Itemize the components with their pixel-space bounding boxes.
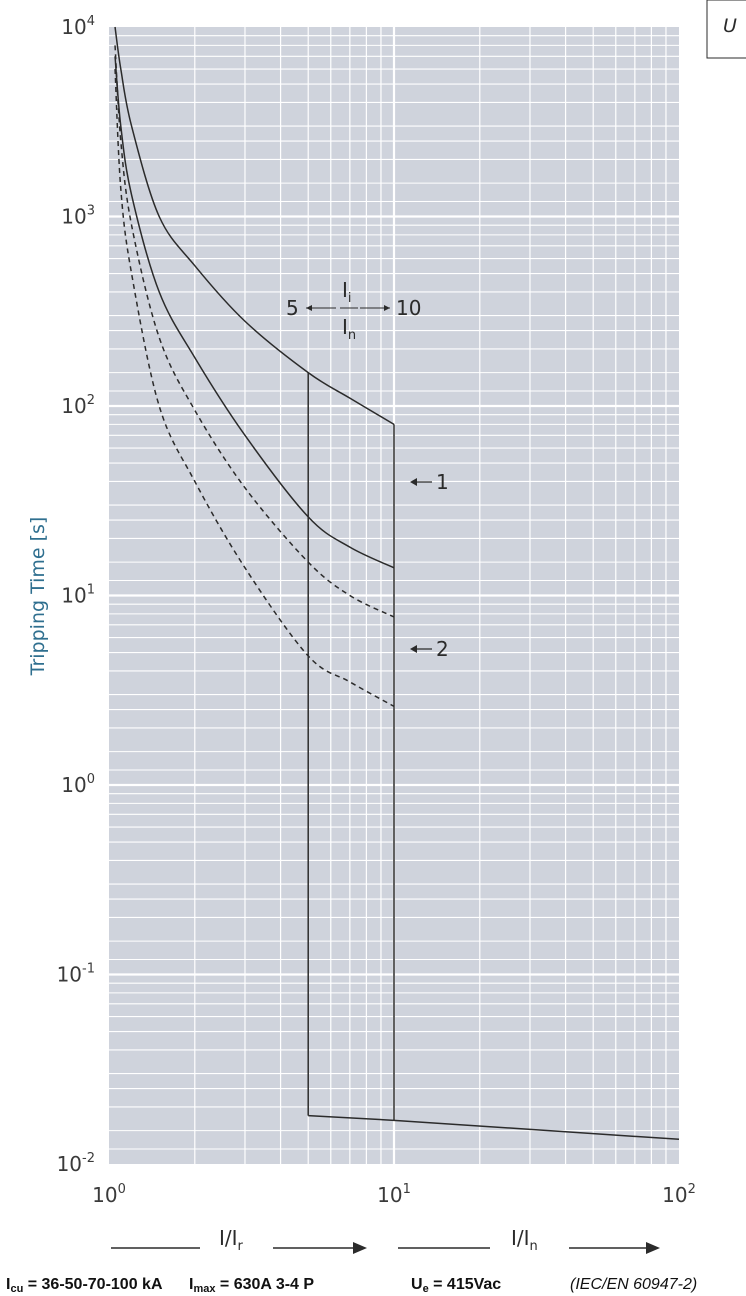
y-tick-label: 100	[61, 772, 95, 797]
series-line-2	[114, 56, 395, 569]
corner-box: U	[706, 0, 746, 59]
ratio-right-label: 10	[396, 296, 421, 320]
ratio-right-arrowhead	[384, 305, 390, 311]
spec-imax: Imax = 630A 3-4 P	[189, 1276, 314, 1295]
ratio-numerator: Ii	[342, 278, 352, 306]
spec-icu: Icu = 36-50-70-100 kA	[6, 1276, 163, 1295]
spec-ue: Ue = 415Vac	[411, 1276, 501, 1295]
ratio-left-label: 5	[286, 296, 299, 320]
curve-1-label-group: 1	[410, 470, 449, 494]
spec-footer: Icu = 36-50-70-100 kA Imax = 630A 3-4 P …	[6, 1276, 697, 1295]
y-axis-label: Tripping Time [s]	[27, 517, 49, 677]
range-right-arrowhead	[646, 1242, 660, 1254]
x-tick-label: 101	[377, 1182, 411, 1207]
range-right-label: I/In	[511, 1226, 538, 1254]
curve-2-label-group: 2	[410, 637, 449, 661]
y-tick-label: 10-2	[57, 1151, 95, 1176]
series-layer	[114, 26, 680, 1141]
y-tick-label: 102	[61, 393, 95, 418]
curve-1-label: 1	[436, 470, 449, 494]
series-line-7	[308, 1114, 680, 1141]
ratio-denominator: In	[342, 315, 356, 343]
curve-2-label: 2	[436, 637, 449, 661]
spec-standard: (IEC/EN 60947-2)	[570, 1276, 697, 1293]
x-tick-label: 100	[92, 1182, 126, 1207]
ratio-left-arrowhead	[306, 305, 312, 311]
x-axis-range-left: I/Ir	[111, 1226, 367, 1254]
y-tick-label: 10-1	[57, 962, 95, 987]
x-axis-range-right: I/In	[398, 1226, 660, 1254]
series-line-4	[114, 69, 395, 708]
curve-1-arrowhead	[410, 478, 417, 486]
range-left-label: I/Ir	[219, 1226, 244, 1254]
y-tick-label: 104	[61, 14, 95, 39]
y-tick-label: 103	[61, 204, 95, 229]
curve-2-arrowhead	[410, 645, 417, 653]
x-tick-label: 102	[662, 1182, 696, 1207]
series-line-3	[114, 45, 395, 618]
series-line-1	[114, 26, 395, 426]
corner-box-frame	[706, 0, 746, 59]
corner-box-text: U	[723, 15, 737, 37]
grid	[109, 27, 679, 1164]
y-tick-label: 101	[61, 583, 95, 608]
range-left-arrowhead	[353, 1242, 367, 1254]
ratio-annotation: 5 Ii In 10	[286, 278, 421, 343]
